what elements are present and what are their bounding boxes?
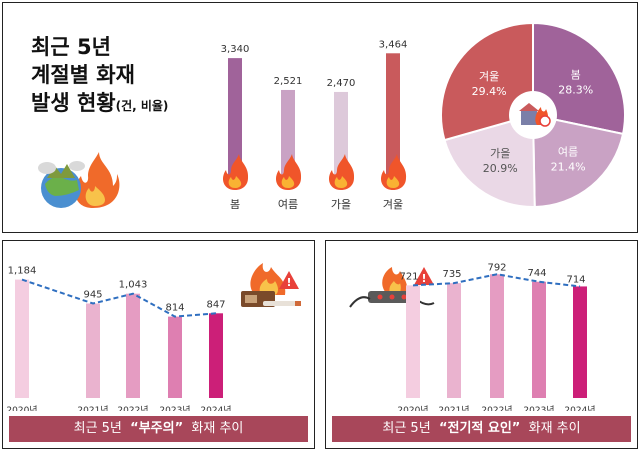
season-bar [386, 53, 400, 189]
electrical-trend-chart: 721 2020년 735 2021년 792 2022년 744 2023년 714 2024년 [397, 262, 595, 411]
electrical-year-label: 2021년 [438, 405, 469, 411]
season-bar-value: 2,470 [327, 78, 356, 89]
svg-text:!: ! [421, 272, 426, 285]
flame-icon [381, 154, 407, 190]
seasonal-pie-chart: 봄 28.3% 여름 21.4% 가을 20.9% 겨울 29.4% [440, 21, 626, 209]
careless-bar [209, 313, 223, 398]
electrical-bar [532, 281, 546, 398]
svg-text:!: ! [286, 276, 291, 289]
careless-fire-panel: ! 1,184 2020년 945 2021년 1,043 2022년 814 2023년 84… [2, 240, 315, 449]
season-category-label: 여름 [278, 198, 298, 211]
electrical-bar [447, 283, 461, 398]
electrical-caption-suffix: 화재 추이 [528, 421, 581, 436]
careless-caption-prefix: 최근 5년 [73, 421, 122, 436]
careless-caption-highlight: “부주의” [130, 421, 184, 436]
season-bar-value: 3,340 [221, 44, 250, 55]
careless-year-label: 2024년 [200, 405, 231, 411]
careless-trend-line [21, 278, 217, 318]
careless-year-label: 2021년 [77, 405, 108, 411]
season-bar-value: 3,464 [379, 39, 408, 50]
flame-icon [329, 154, 355, 190]
electrical-bar-value: 744 [527, 268, 546, 279]
electrical-caption-prefix: 최근 5년 [382, 421, 431, 436]
careless-bar [86, 303, 100, 398]
careless-bar-value: 814 [165, 303, 184, 314]
burning-plug-icon: ! [349, 267, 435, 308]
pie-category-label: 여름 [558, 145, 578, 158]
careless-bar-value: 1,043 [119, 280, 148, 291]
electrical-year-label: 2020년 [397, 405, 428, 411]
careless-bar-value: 847 [206, 299, 225, 310]
careless-trend-chart: 1,184 2020년 945 2021년 1,043 2022년 814 2023년 847 2… [6, 266, 231, 411]
title-line-3: 발생 현황(건, 비율) [31, 89, 168, 120]
title-line-1: 최근 5년 [31, 35, 111, 59]
careless-bar [168, 316, 182, 398]
electrical-year-label: 2022년 [481, 405, 512, 411]
electrical-caption-highlight: “전기적 요인” [438, 421, 521, 436]
pie-slice [443, 113, 536, 208]
season-category-label: 봄 [230, 198, 240, 211]
globe-fire-icon [38, 152, 120, 208]
pie-slice [531, 113, 625, 209]
pie-percent-label: 29.4% [472, 85, 507, 98]
electrical-bar-value: 792 [487, 262, 506, 273]
electrical-bar-value: 714 [566, 274, 585, 285]
electrical-caption: 최근 5년 “전기적 요인” 화재 추이 [332, 416, 631, 442]
careless-year-label: 2023년 [159, 405, 190, 411]
season-category-label: 겨울 [383, 198, 403, 211]
pie-category-label: 겨울 [479, 70, 499, 83]
flame-icon [276, 154, 302, 190]
electrical-trend-line [412, 273, 581, 288]
careless-year-label: 2020년 [6, 405, 37, 411]
electrical-fire-panel: ! 721 2020년 735 2021년 792 2022년 744 2023년 714 202… [325, 240, 638, 449]
seasonal-bar-chart: 3,340 봄 2,521 여름 2,470 가을 3,464 겨울 [221, 39, 408, 211]
seasonal-fire-panel: 최근 5년 계절별 화재 발생 현황(건, 비율) 3,340 봄 2,521 여름 2… [2, 2, 638, 233]
careless-bar [126, 293, 140, 398]
pie-percent-label: 21.4% [551, 160, 586, 173]
season-bar-value: 2,521 [274, 76, 303, 87]
careless-year-label: 2022년 [117, 405, 148, 411]
pie-percent-label: 20.9% [483, 162, 518, 175]
pie-category-label: 봄 [571, 68, 581, 81]
electrical-bar-value: 721 [399, 271, 418, 282]
electrical-bar-value: 735 [442, 269, 461, 280]
pie-percent-label: 28.3% [558, 83, 593, 96]
flame-icon [223, 154, 249, 190]
burning-house-icon: ! [241, 263, 301, 307]
electrical-bar [406, 285, 420, 398]
title-block: 최근 5년 계절별 화재 발생 현황(건, 비율) [31, 33, 168, 120]
electrical-year-label: 2023년 [523, 405, 554, 411]
careless-caption: 최근 5년 “부주의” 화재 추이 [9, 416, 308, 442]
careless-bar [15, 279, 29, 398]
pie-center-building-icon [519, 103, 551, 127]
electrical-bar [573, 286, 587, 398]
pie-slice [532, 21, 626, 136]
title-line-3-text: 발생 현황 [31, 91, 116, 115]
title-unit: (건, 비율) [115, 99, 169, 113]
electrical-year-label: 2024년 [564, 405, 595, 411]
careless-caption-suffix: 화재 추이 [191, 421, 244, 436]
title-line-2: 계절별 화재 [31, 63, 135, 87]
careless-bar-value: 945 [83, 290, 102, 301]
season-category-label: 가을 [331, 198, 351, 211]
pie-category-label: 가을 [490, 147, 510, 160]
electrical-bar [490, 274, 504, 398]
careless-bar-value: 1,184 [8, 266, 37, 277]
